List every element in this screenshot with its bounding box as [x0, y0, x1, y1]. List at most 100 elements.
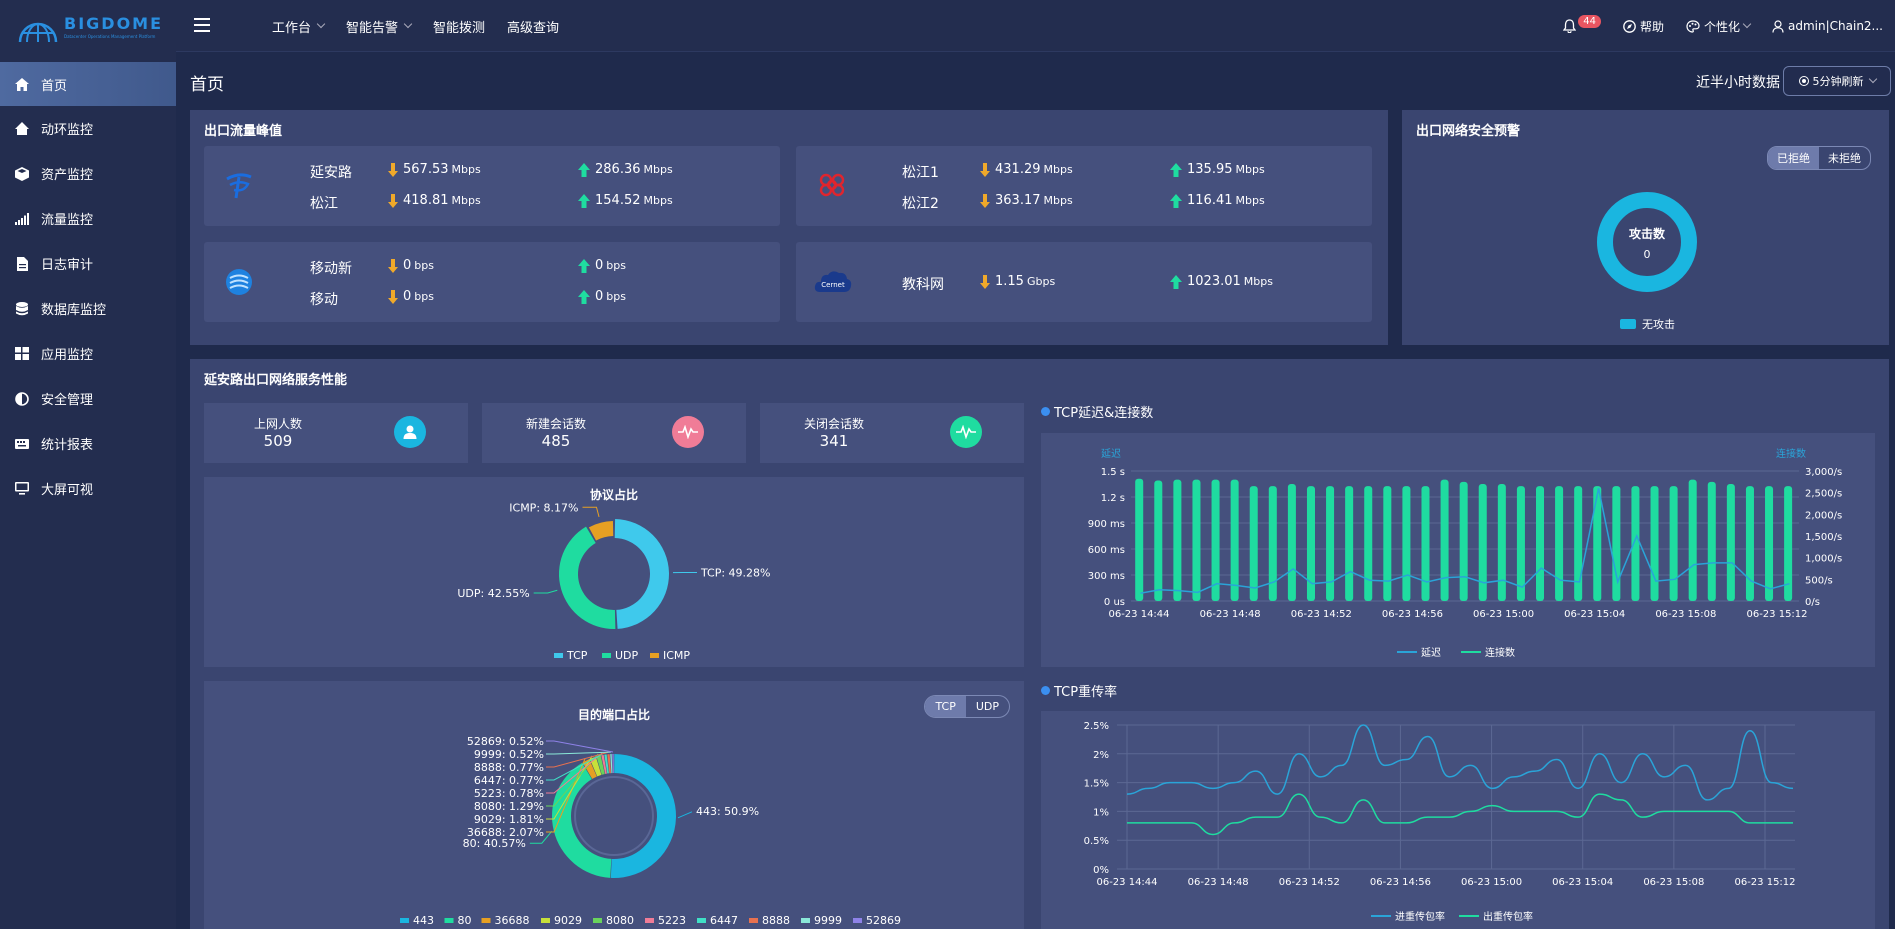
tab-rejected[interactable]: 已拒绝 [1768, 147, 1819, 169]
help-label: 帮助 [1639, 19, 1664, 34]
stat-label: 关闭会话数 [803, 417, 864, 431]
bar [1612, 486, 1621, 601]
y-tick-left: 1.2 s [1101, 493, 1125, 504]
upload-value: 116.41 Mbps [1170, 193, 1265, 208]
tab-udp[interactable]: UDP [975, 700, 999, 713]
bar [1745, 486, 1754, 601]
chart-title: 目的端口占比 [578, 707, 650, 722]
bar [1306, 486, 1315, 601]
home-icon [14, 76, 30, 92]
chevron-down-icon [403, 19, 413, 29]
x-tick: 06-23 14:52 [1279, 877, 1340, 888]
upload-value: 154.52 Mbps [578, 193, 673, 208]
sidebar-item-power-env[interactable]: 动环监控 [0, 106, 176, 151]
notification-button[interactable]: 44 [1563, 14, 1601, 33]
line-name: 教科网 [902, 277, 944, 293]
slice-label: 6447: 0.77% [474, 774, 544, 787]
tab-tcp[interactable]: TCP [925, 696, 966, 717]
slice-label: 80: 40.57% [463, 837, 526, 850]
tab-not-rejected[interactable]: 未拒绝 [1828, 152, 1861, 165]
bar [1669, 486, 1678, 601]
arrow-down-icon [388, 289, 398, 304]
menu-toggle-icon[interactable] [194, 18, 210, 32]
y-axis-label-left: 延迟 [1101, 447, 1121, 460]
slice-label: 9029: 1.81% [474, 813, 544, 826]
line-name: 延安路 [310, 165, 352, 181]
x-tick: 06-23 15:04 [1552, 877, 1613, 888]
isp-card-mobile: 移动新 0 bps 0 bps 移动 0 bps 0 bps [204, 242, 780, 322]
sidebar-item-home[interactable]: 首页 [0, 62, 176, 106]
sidebar-item-database[interactable]: 数据库监控 [0, 286, 176, 331]
legend-label: 延迟 [1421, 646, 1441, 659]
legend-item: ICMP [650, 649, 690, 662]
y-tick: 1.5% [1084, 779, 1109, 790]
line-name: 松江1 [902, 165, 939, 181]
slice-label: 36688: 2.07% [467, 826, 544, 839]
sidebar-item-label: 大屏可视 [41, 483, 94, 498]
chevron-down-icon [316, 19, 326, 29]
sidebar-item-label: 统计报表 [41, 438, 94, 453]
nav-advanced-query[interactable]: 高级查询 [507, 17, 559, 36]
x-tick: 06-23 14:48 [1188, 877, 1249, 888]
bar [1421, 486, 1430, 601]
slice-label: 52869: 0.52% [467, 735, 544, 748]
logo[interactable]: BIGDOME Datacenter Operations Management… [0, 0, 176, 52]
arrow-down-icon [980, 193, 990, 208]
pie-slice [589, 756, 602, 777]
legend-swatch [593, 918, 602, 923]
pulse-icon [672, 416, 704, 448]
nav-workbench[interactable]: 工作台 [272, 17, 326, 36]
arrow-down-icon [980, 162, 990, 177]
sidebar-item-log-audit[interactable]: 日志审计 [0, 241, 176, 286]
legend-item: UDP [602, 649, 639, 662]
y-tick-right: 2,500/s [1805, 489, 1842, 500]
legend-item: 80 [444, 914, 472, 927]
attack-donut-ring [1597, 192, 1697, 292]
bar [1230, 479, 1239, 601]
bar [1326, 486, 1335, 601]
logo-subtext: Datacenter Operations Management Platfor… [64, 33, 156, 39]
y-tick-right: 1,500/s [1805, 532, 1842, 543]
cernet-logo-icon: Cernet [814, 271, 852, 292]
user-menu[interactable]: admin|Chain2... [1772, 19, 1883, 33]
x-tick: 06-23 14:56 [1382, 609, 1443, 620]
help-button[interactable]: 帮助 [1623, 18, 1664, 35]
sidebar-item-assets[interactable]: 资产监控 [0, 151, 176, 196]
y-tick-left: 300 ms [1088, 571, 1125, 582]
sidebar-item-traffic[interactable]: 流量监控 [0, 196, 176, 241]
legend-item: 443 [400, 914, 434, 927]
y-tick-left: 1.5 s [1101, 467, 1125, 478]
stat-value: 341 [819, 432, 849, 450]
legend-swatch [444, 918, 454, 923]
grid-icon [14, 346, 30, 362]
personalize-button[interactable]: 个性化 [1686, 18, 1752, 35]
logo-text: BIGDOME [64, 13, 164, 33]
download-value: 431.29 Mbps [980, 162, 1073, 177]
slice-leader-line [533, 589, 558, 594]
protocol-share-card: 协议占比 TCP: 49.28% UDP: 42.55% ICMP: 8.17% TCP… [204, 477, 1024, 667]
x-tick: 06-23 15:04 [1564, 609, 1625, 620]
sidebar-item-app-monitor[interactable]: 应用监控 [0, 331, 176, 376]
legend-label: 进重传包率 [1395, 910, 1445, 923]
sidebar-item-big-screen[interactable]: 大屏可视 [0, 466, 176, 511]
sidebar-item-reports[interactable]: 统计报表 [0, 421, 176, 466]
upload-value: 286.36 Mbps [578, 162, 673, 177]
bar [1555, 486, 1564, 601]
sidebar-item-label: 资产监控 [41, 168, 94, 183]
nav-smart-dial-test[interactable]: 智能拨测 [433, 17, 485, 36]
y-tick: 1% [1093, 807, 1109, 818]
nav-label: 工作台 [272, 20, 312, 36]
stat-value: 485 [541, 432, 571, 450]
sidebar-item-security[interactable]: 安全管理 [0, 376, 176, 421]
legend-item: 9999 [801, 914, 842, 927]
chart-title-tcp-retrans: TCP重传率 [1041, 681, 1117, 700]
refresh-interval-select[interactable]: 5分钟刷新 [1783, 66, 1891, 96]
time-range-label: 近半小时数据 [1696, 75, 1780, 91]
chevron-down-icon [1868, 74, 1877, 84]
nav-smart-alert[interactable]: 智能告警 [346, 17, 413, 36]
series-line [1126, 724, 1794, 801]
sidebar-item-label: 首页 [41, 78, 68, 94]
download-value: 0 bps [388, 289, 434, 304]
china-mobile-logo-icon [226, 269, 252, 295]
isp-card-unicom: 松江1 431.29 Mbps 135.95 Mbps 松江2 363.17 Mbps… [796, 146, 1372, 226]
